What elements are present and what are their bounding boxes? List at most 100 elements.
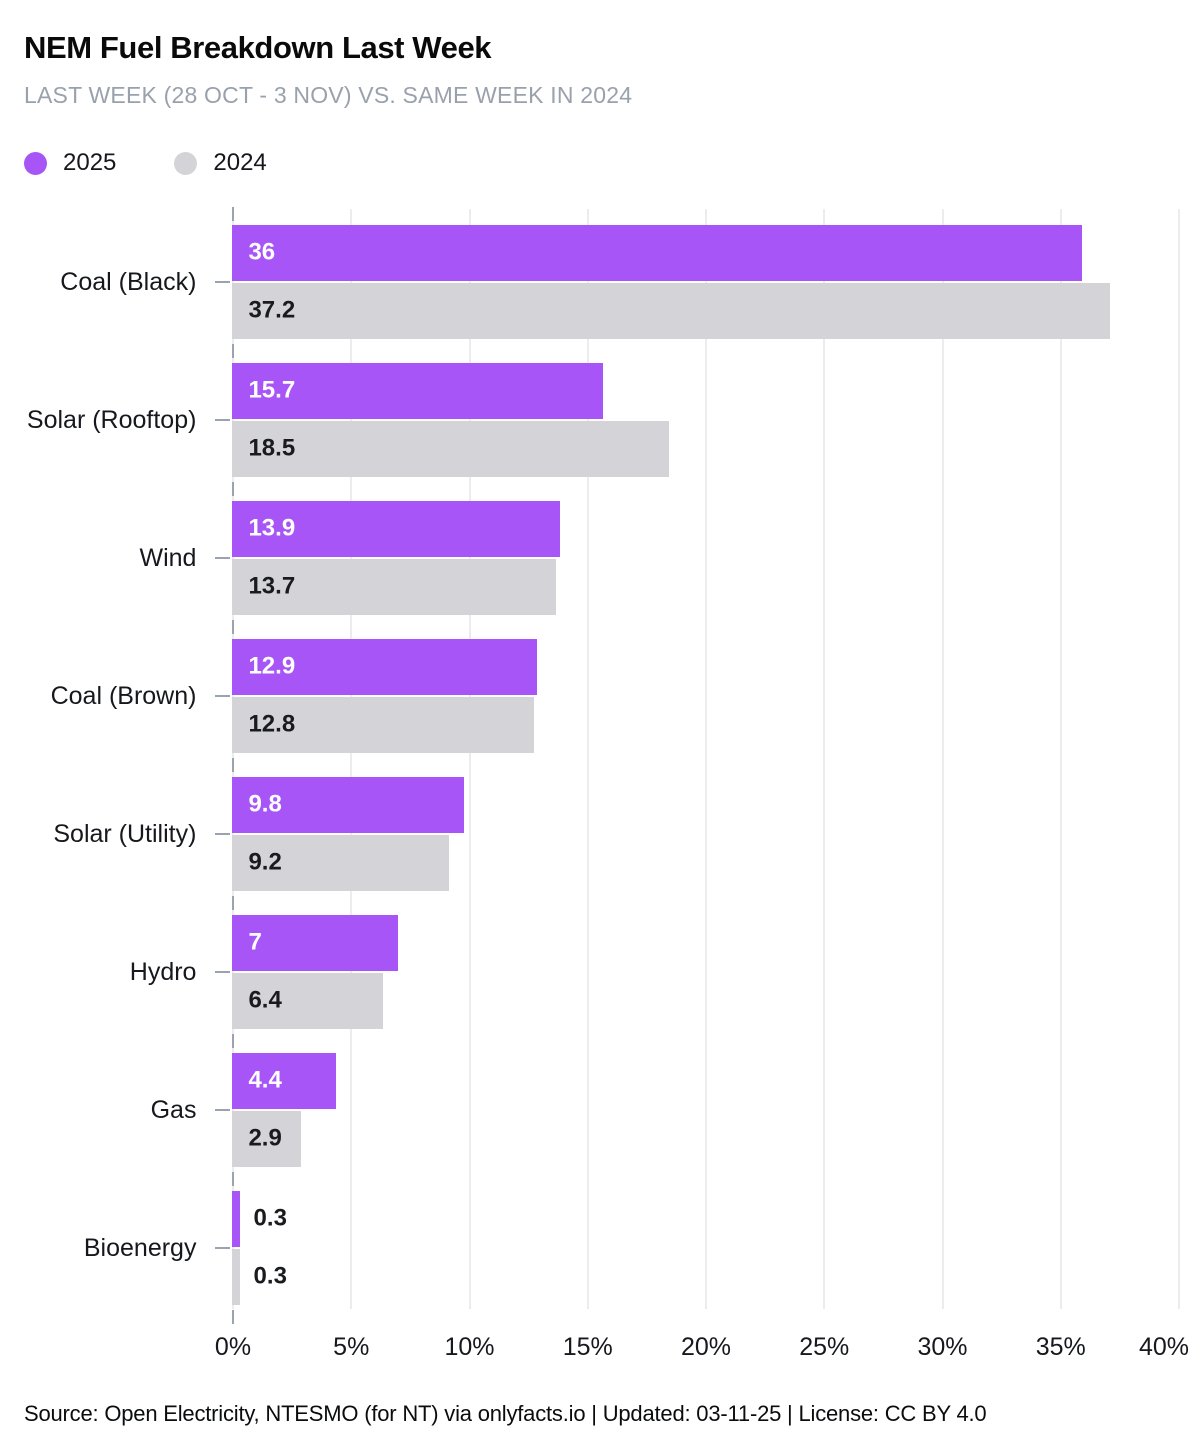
bar-2025: [232, 1053, 337, 1109]
x-axis-label: 10%: [444, 1333, 495, 1361]
category-tick-icon: [215, 833, 231, 835]
legend-swatch-2025-icon: [24, 151, 47, 175]
bar-2025: [232, 501, 561, 557]
bar-2024: [232, 1249, 240, 1305]
bar-line: 15.7: [232, 363, 1176, 419]
category-cell: Coal (Brown): [24, 639, 232, 753]
bar-value-label: 6.4: [248, 986, 282, 1014]
bar-2025: [232, 777, 464, 833]
legend: 2025 2024: [24, 149, 1176, 177]
x-axis-label: 15%: [562, 1333, 613, 1361]
category-label: Solar (Rooftop): [26, 405, 197, 434]
x-axis-label: 20%: [680, 1333, 732, 1361]
category-label: Wind: [139, 543, 197, 572]
source-footer: Source: Open Electricity, NTESMO (for NT…: [24, 1401, 987, 1426]
plot-cell: 0.3 0.3: [232, 1191, 1176, 1305]
bar-line: 2.9: [232, 1111, 1176, 1167]
bar-value-label: 0.3: [253, 1204, 287, 1232]
bar-line: 9.8: [232, 777, 1176, 833]
bar-line: 13.9: [232, 501, 1176, 557]
bar-line: 37.2: [232, 283, 1176, 339]
x-axis-label: 25%: [799, 1333, 850, 1361]
bar-line: 0.3: [232, 1249, 1176, 1305]
bar-value-label: 9.2: [248, 848, 282, 876]
category-label: Gas: [150, 1095, 197, 1124]
bar-line: 0.3: [232, 1191, 1176, 1247]
plot-cell: 12.9 12.8: [232, 639, 1176, 753]
category-tick-icon: [215, 695, 231, 697]
bar-value-label: 9.8: [248, 790, 282, 818]
x-axis-label: 0%: [214, 1333, 252, 1361]
category-cell: Wind: [24, 501, 232, 615]
y-axis-tick: [232, 1310, 234, 1324]
bar-line: 13.7: [232, 559, 1176, 615]
bar-2024: [232, 835, 450, 891]
bar-line: 12.8: [232, 697, 1176, 753]
category-cell: Hydro: [24, 915, 232, 1029]
category-label: Coal (Brown): [50, 681, 197, 710]
category-group: Gas 4.4 2.9: [24, 1053, 1176, 1167]
bar-value-label: 2.9: [248, 1124, 282, 1152]
legend-label-2025: 2025: [63, 149, 117, 176]
bar-value-label: 37.2: [248, 296, 296, 324]
x-axis-label: 40%: [1138, 1333, 1190, 1361]
bar-line: 36: [232, 225, 1176, 281]
chart-rows: Coal (Black) 36 37.2 Solar (Rooftop) 15.7 18.…: [24, 225, 1176, 1305]
category-cell: Solar (Rooftop): [24, 363, 232, 477]
bar-value-label: 12.8: [248, 710, 296, 738]
legend-item-2025: 2025: [24, 149, 116, 177]
x-axis-label: 35%: [1035, 1333, 1086, 1361]
bar-2024: [232, 697, 535, 753]
category-group: Coal (Brown) 12.9 12.8: [24, 639, 1176, 753]
bar-2024: [232, 283, 1110, 339]
category-tick-icon: [215, 1247, 231, 1249]
bar-value-label: 0.3: [253, 1262, 287, 1290]
bar-value-label: 7: [248, 928, 262, 956]
bar-2024: [232, 559, 556, 615]
plot-cell: 9.8 9.2: [232, 777, 1176, 891]
bar-chart: Coal (Black) 36 37.2 Solar (Rooftop) 15.7 18.…: [24, 207, 1180, 1324]
legend-swatch-2024-icon: [174, 151, 198, 175]
category-tick-icon: [215, 971, 231, 973]
x-axis-label: 30%: [917, 1333, 968, 1361]
category-cell: Solar (Utility): [24, 777, 232, 891]
bar-value-label: 12.9: [248, 652, 296, 680]
bar-value-label: 15.7: [248, 376, 296, 404]
category-group: Hydro 7 6.4: [24, 915, 1176, 1029]
bar-value-label: 18.5: [248, 434, 296, 462]
bar-2024: [232, 1111, 301, 1167]
bar-2025: [232, 915, 398, 971]
category-cell: Bioenergy: [24, 1191, 232, 1305]
category-group: Coal (Black) 36 37.2: [24, 225, 1176, 339]
bar-2025: [232, 1191, 240, 1247]
category-group: Solar (Utility) 9.8 9.2: [24, 777, 1176, 891]
bar-2024: [232, 973, 384, 1029]
bar-value-label: 36: [248, 238, 276, 266]
category-label: Hydro: [129, 957, 197, 986]
category-label: Coal (Black): [60, 267, 197, 296]
bar-2025: [232, 225, 1082, 281]
category-group: Wind 13.9 13.7: [24, 501, 1176, 615]
bar-line: 4.4: [232, 1053, 1176, 1109]
bar-2025: [232, 363, 603, 419]
chart-title: NEM Fuel Breakdown Last Week: [24, 30, 492, 65]
plot-cell: 13.9 13.7: [232, 501, 1176, 615]
plot-cell: 15.7 18.5: [232, 363, 1176, 477]
legend-item-2024: 2024: [174, 149, 267, 177]
y-axis-tick: [232, 207, 234, 221]
category-tick-icon: [215, 1109, 231, 1111]
plot-cell: 4.4 2.9: [232, 1053, 1176, 1167]
category-cell: Gas: [24, 1053, 232, 1167]
category-tick-icon: [215, 557, 231, 559]
bar-line: 7: [232, 915, 1176, 971]
bar-line: 6.4: [232, 973, 1176, 1029]
category-group: Bioenergy 0.3 0.3: [24, 1191, 1176, 1305]
bar-line: 18.5: [232, 421, 1176, 477]
chart-subtitle: LAST WEEK (28 OCT - 3 NOV) VS. SAME WEEK…: [24, 82, 633, 108]
bar-value-label: 13.7: [248, 572, 296, 600]
plot-cell: 7 6.4: [232, 915, 1176, 1029]
gridline: [1178, 209, 1180, 1309]
bar-line: 9.2: [232, 835, 1176, 891]
category-label: Bioenergy: [83, 1233, 197, 1262]
